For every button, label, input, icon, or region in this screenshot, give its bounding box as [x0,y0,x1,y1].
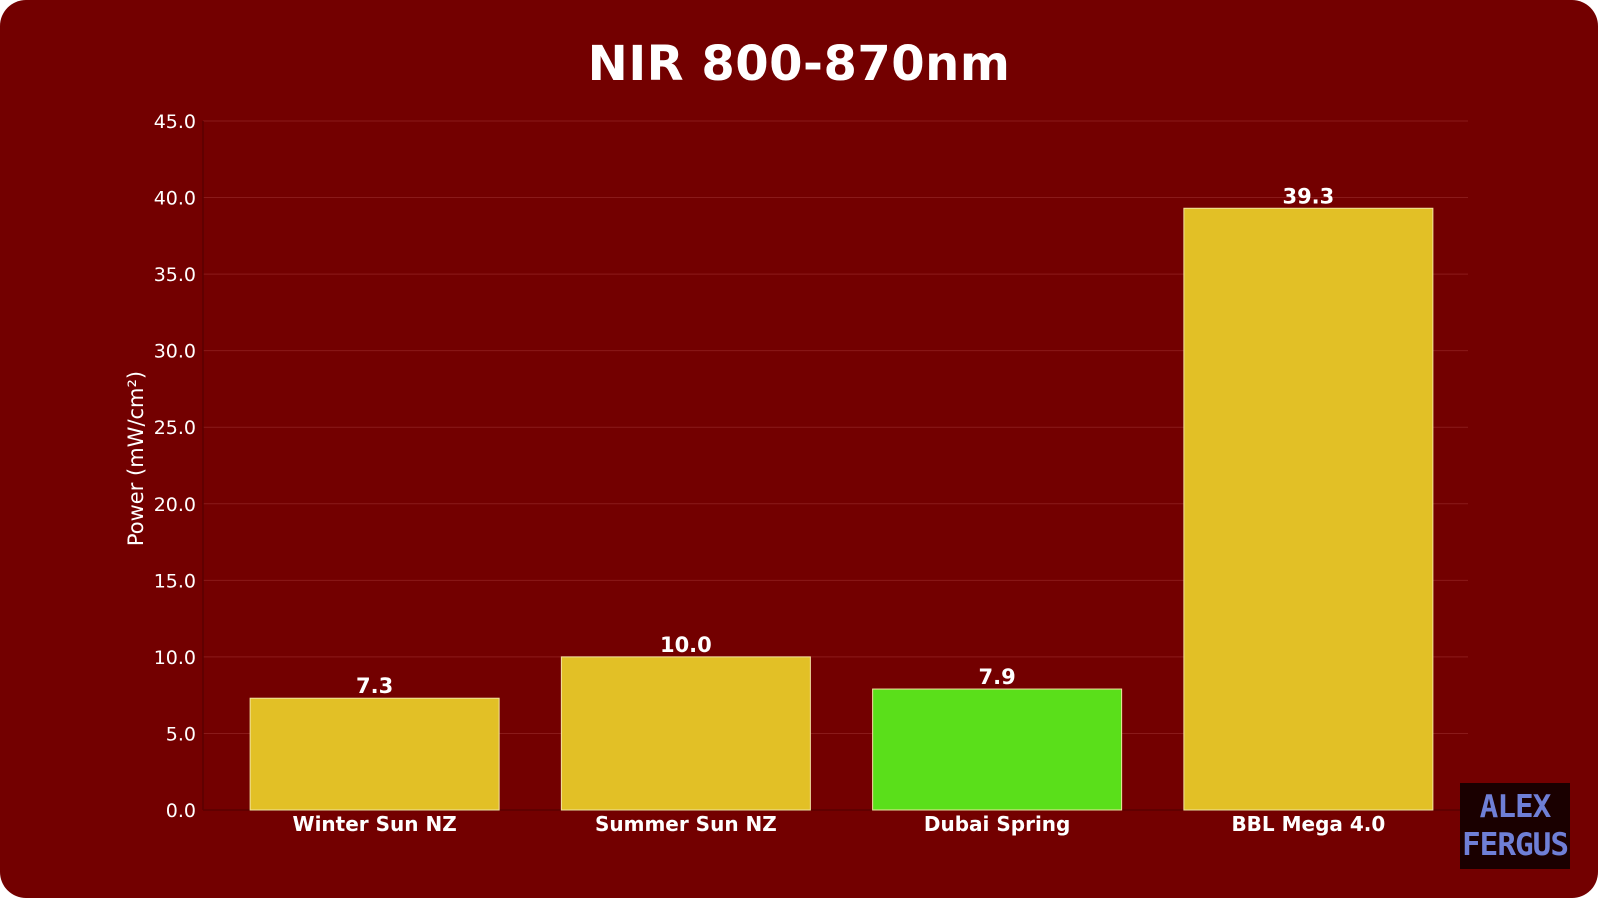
bar-value-label: 10.0 [660,633,712,657]
bar [872,688,1123,811]
logo-line-2: FERGUS [1462,827,1569,863]
logo-line-1: ALEX [1479,789,1552,825]
bar [1183,207,1434,811]
chart-title: NIR 800-870nm [587,36,1011,92]
x-tick-label: Summer Sun NZ [595,812,777,836]
x-tick-label: BBL Mega 4.0 [1231,812,1385,836]
bar-value-label: 7.9 [979,665,1016,689]
bar [560,656,811,811]
y-tick-label: 15.0 [154,570,196,592]
y-tick-label: 40.0 [154,188,196,210]
bar-value-label: 39.3 [1282,184,1334,208]
y-tick-label: 0.0 [166,800,196,822]
bar-value-label: 7.3 [356,674,393,698]
y-tick-label: 5.0 [166,723,196,745]
y-tick-label: 35.0 [154,264,196,286]
x-tick-label: Dubai Spring [924,812,1070,836]
axes: 0.0 5.0 10.0 15.0 20.0 25.0 30.0 35.0 40.0 45.0 Po… [124,111,1468,822]
bar [249,697,500,811]
labels: 7.3 Winter Sun NZ 10.0 Summer Sun NZ 7.9 Duba… [293,184,1386,836]
y-tick-label: 10.0 [154,647,196,669]
y-tick-label: 20.0 [154,494,196,516]
y-tick-label: 30.0 [154,341,196,363]
y-tick-label: 45.0 [154,111,196,133]
alex-fergus-logo: ALEX FERGUS [1460,783,1570,869]
bars [249,207,1434,811]
x-tick-label: Winter Sun NZ [293,812,457,836]
y-axis-label: Power (mW/cm²) [124,371,148,546]
y-tick-label: 25.0 [154,417,196,439]
